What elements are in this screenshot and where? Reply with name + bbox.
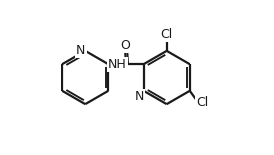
Text: N: N	[135, 90, 144, 103]
Text: N: N	[76, 44, 85, 57]
Text: Cl: Cl	[161, 28, 173, 41]
Text: NH: NH	[108, 58, 127, 71]
Text: Cl: Cl	[196, 97, 208, 109]
Text: O: O	[120, 39, 130, 52]
